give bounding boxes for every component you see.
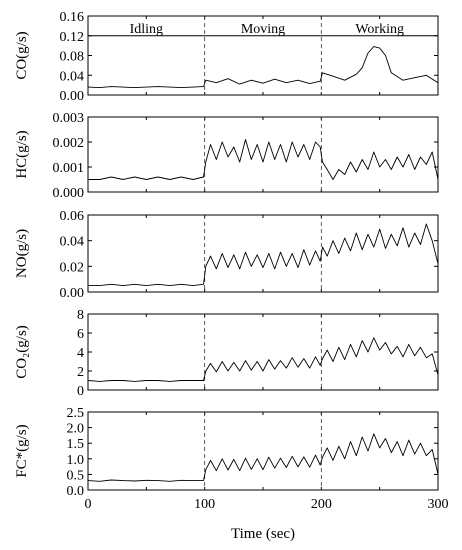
y-tick-label: 0.04	[60, 235, 85, 250]
y-tick-label: 0.16	[60, 10, 85, 25]
phase-label-working: Working	[355, 22, 404, 37]
y-tick-label: 0.0	[67, 484, 85, 499]
chart-panel-2: 0.000 0.001 0.002 0.003 HC(g/s)	[14, 111, 439, 201]
series-line	[88, 223, 439, 287]
y-tick-label: 8	[77, 308, 84, 323]
y-axis-label: CO(g/s)	[14, 31, 30, 79]
y-tick-label: 0.003	[53, 111, 85, 126]
series-line	[87, 337, 439, 382]
y-tick-label: 2	[77, 365, 84, 380]
y-tick-label: 0.000	[53, 186, 85, 201]
series-line	[87, 433, 439, 482]
y-tick-label: 1.0	[67, 453, 85, 468]
y-tick-label: 0.04	[60, 69, 85, 84]
y-tick-label: 0.001	[53, 161, 85, 176]
y-tick-label: 0.02	[60, 260, 85, 275]
y-tick-label: 0.00	[60, 286, 85, 301]
series-line	[88, 139, 439, 180]
y-axis-label: CO₂(g/s)	[14, 325, 30, 379]
chart-panel-5: 0.00.51.01.52.02.5 FC*(g/s) 0 100 200 300 Time…	[14, 406, 449, 542]
plot-frame	[87, 313, 439, 391]
y-tick-label: 0.5	[67, 468, 85, 483]
y-axis-label: FC*(g/s)	[14, 424, 30, 477]
chart-panel-3: 0.00 0.02 0.04 0.06 NO(g/s)	[14, 209, 439, 301]
y-axis-label: NO(g/s)	[14, 229, 30, 278]
x-axis-label: Time (sec)	[231, 526, 295, 542]
phase-label-moving: Moving	[241, 22, 285, 37]
chart-panel-4: 0 2 4 6 8 CO₂(g/s)	[14, 308, 439, 399]
plot-frame	[87, 116, 439, 193]
plot-frame	[87, 214, 439, 293]
y-tick-label: 2.0	[67, 422, 85, 437]
phase-label-idling: Idling	[130, 22, 163, 37]
y-tick-label: 0.08	[60, 50, 85, 65]
chart-panel-1: 0.00 0.04 0.08 0.12 0.16 Idling Moving Working C…	[14, 10, 439, 104]
y-tick-label: 1.5	[67, 437, 85, 452]
y-tick-label: 6	[77, 327, 84, 342]
x-tick-label: 0	[85, 497, 92, 512]
y-tick-label: 0.06	[60, 209, 85, 224]
y-tick-label: 0.002	[53, 136, 85, 151]
x-tick-label: 200	[311, 497, 332, 512]
plot-frame	[87, 411, 439, 491]
x-tick-label: 100	[194, 497, 215, 512]
y-tick-label: 4	[77, 346, 84, 361]
series-line	[87, 46, 439, 89]
y-tick-label: 0	[77, 384, 84, 399]
x-tick-label: 300	[428, 497, 449, 512]
y-tick-label: 0.12	[60, 30, 85, 45]
y-tick-label: 0.00	[60, 89, 85, 104]
y-tick-label: 2.5	[67, 406, 85, 421]
y-axis-label: HC(g/s)	[14, 130, 30, 178]
